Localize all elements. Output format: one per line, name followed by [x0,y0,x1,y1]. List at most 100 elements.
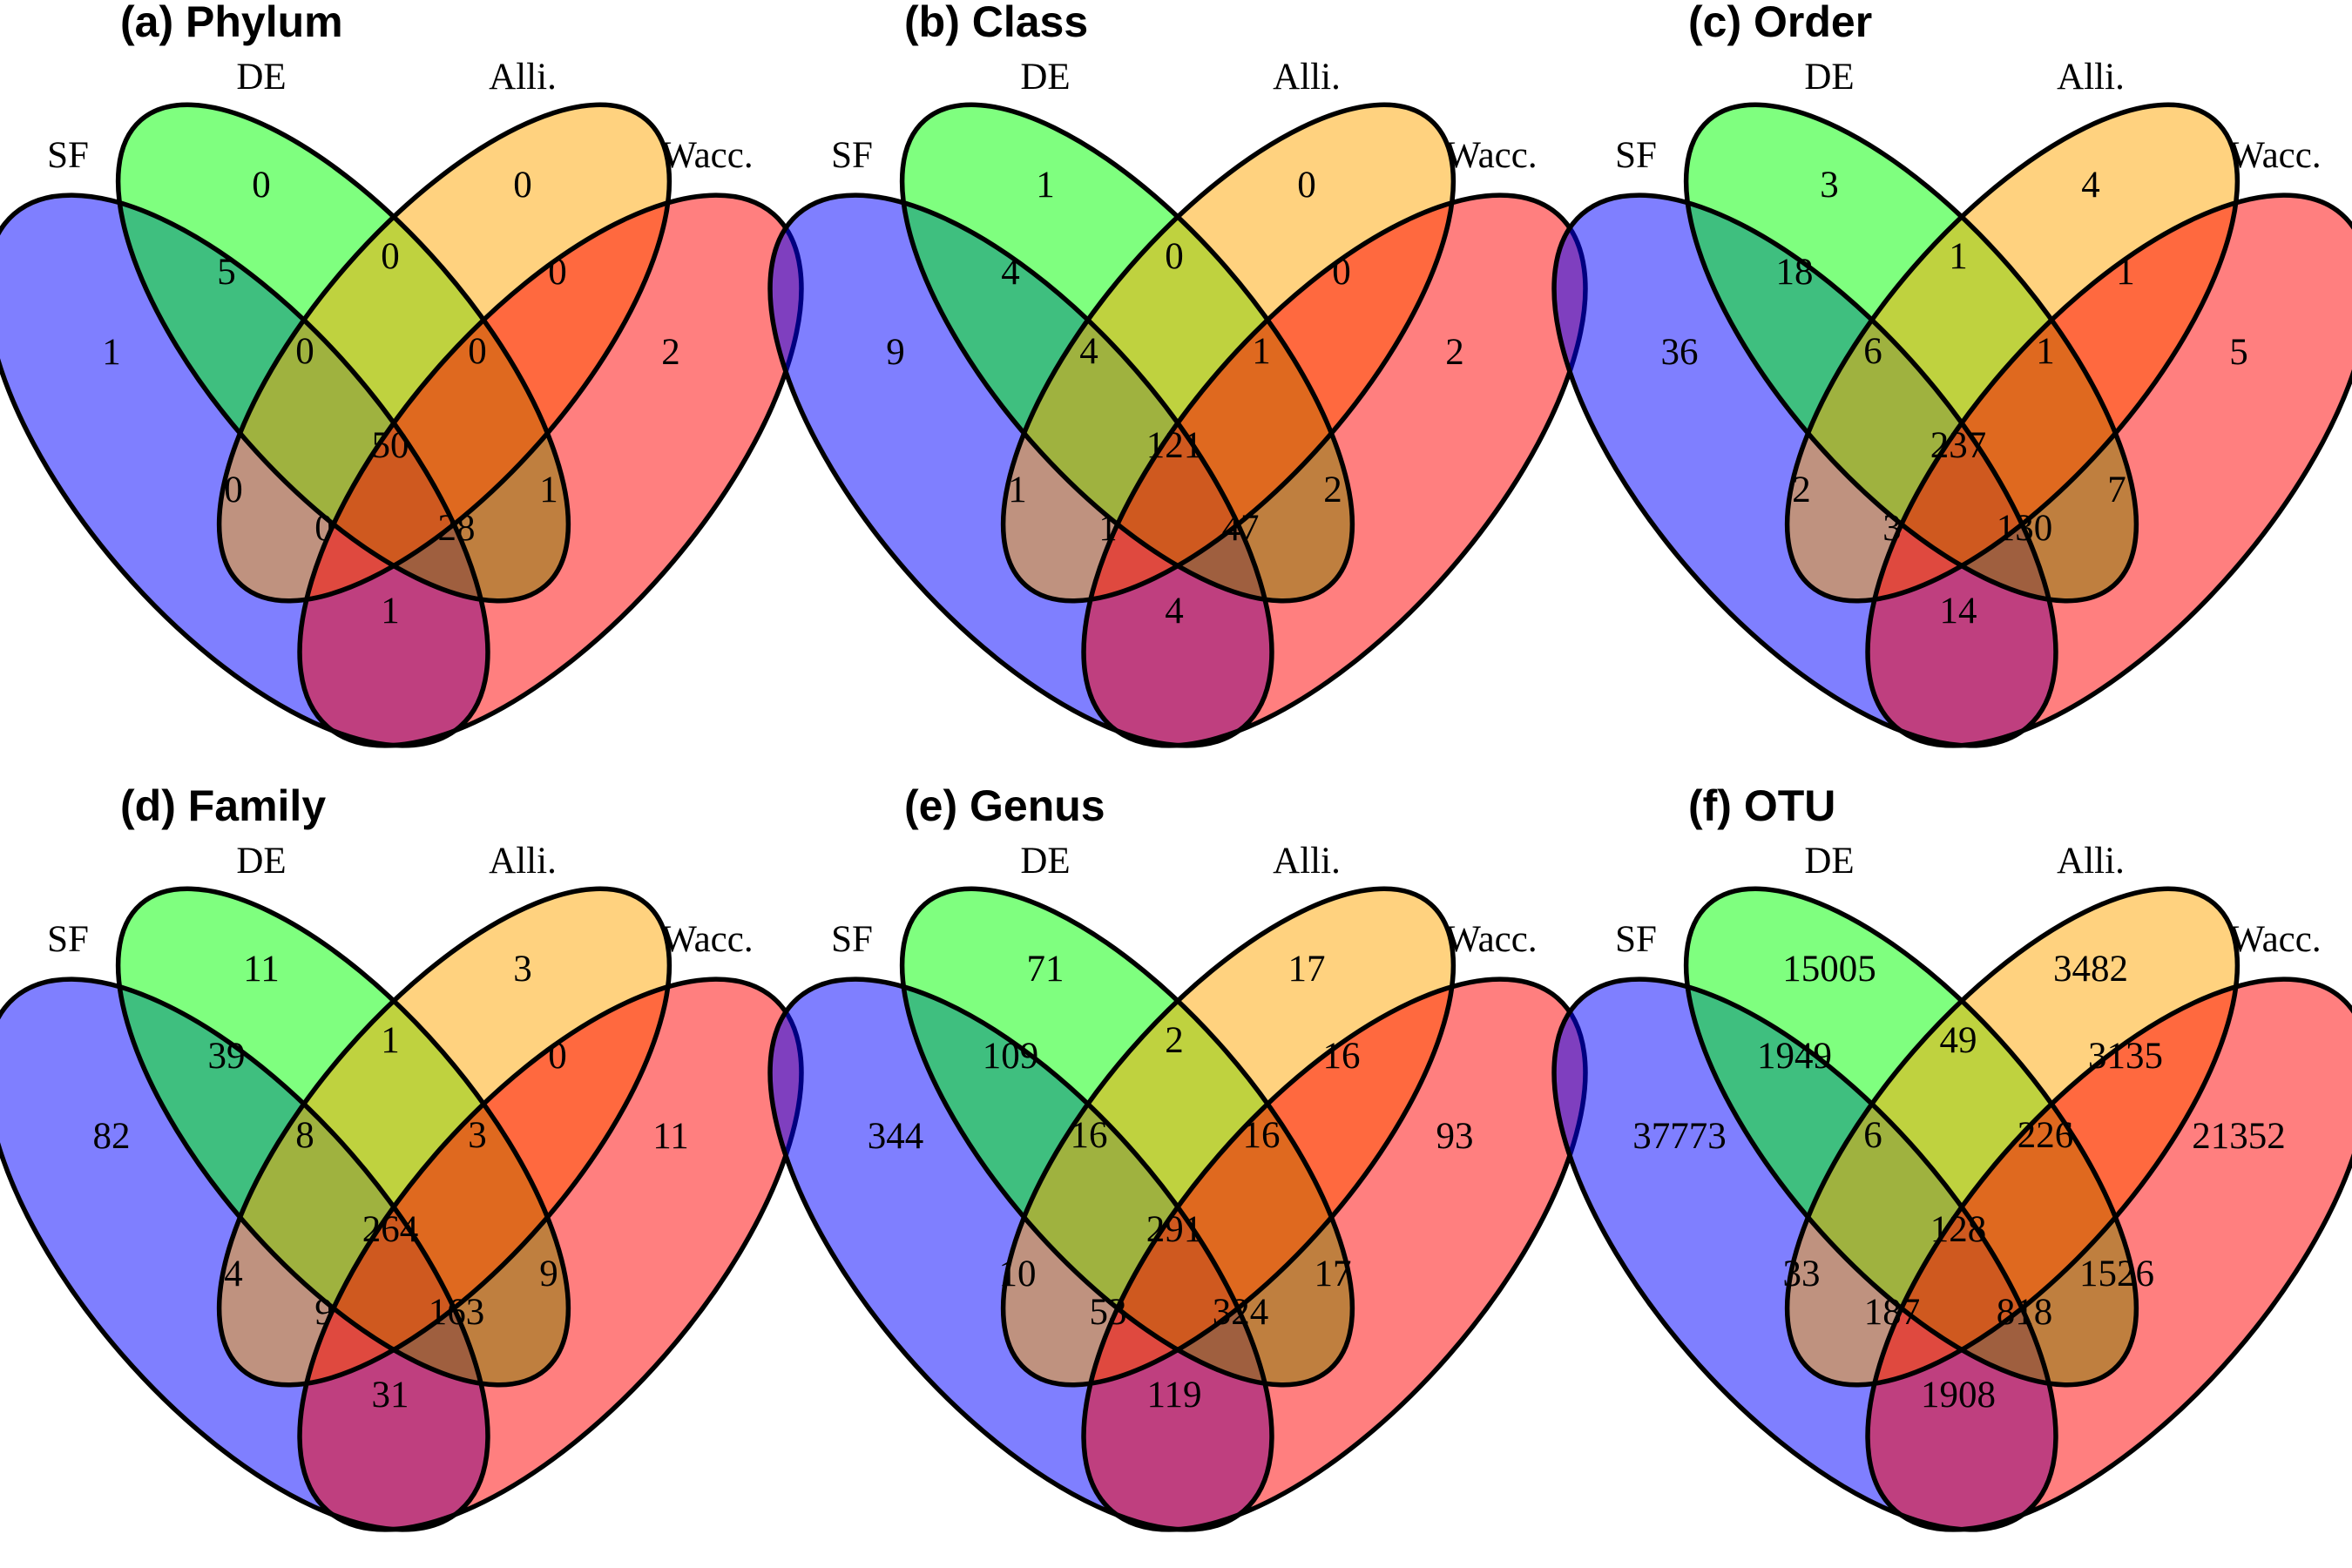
panel-title: (f) OTU [1688,781,1835,830]
count-sf-alli: 4 [224,1254,243,1294]
set-label-wacc: Wacc. [661,135,753,176]
count-sf-wacc: 14 [1940,591,1977,632]
count-de-wacc: 1 [539,470,558,510]
count-sf-alli-wacc: 1 [1098,508,1118,549]
set-label-sf: SF [47,135,89,176]
set-de-outline [899,886,1355,1388]
venn-panel-6: (f) OTU SF DE Alli. Wacc. 37773 15005 3482 21352… [1551,781,2352,1532]
set-wacc-outline [297,977,804,1532]
set-label-wacc: Wacc. [2229,135,2321,176]
count-sf-only: 36 [1661,332,1699,373]
set-label-sf: SF [1615,919,1657,960]
count-sf-de: 4 [1001,252,1020,293]
set-de-outline [115,102,571,604]
set-de-outline [1683,102,2139,604]
set-label-wacc: Wacc. [661,919,753,960]
count-de-alli-wacc: 0 [468,331,487,372]
count-alli-only: 4 [2081,165,2100,206]
count-de-only: 3 [1820,165,1839,206]
count-sf-de-alli: 6 [1863,331,1882,372]
set-wacc-fill [1868,979,2352,1530]
set-wacc-outline [1865,977,2352,1532]
count-sf-only: 344 [868,1116,924,1157]
set-alli-fill [1787,889,2238,1385]
count-de-alli: 49 [1940,1020,1977,1061]
set-wacc-fill [1868,195,2352,746]
set-label-de: DE [1020,841,1070,882]
panel-title: (d) Family [120,781,326,830]
count-sf-alli-wacc: 187 [1864,1292,1921,1333]
count-sf-de-wacc: 130 [1997,508,2053,549]
count-sf-only: 1 [102,332,121,373]
count-sf-only: 82 [93,1116,131,1157]
count-wacc-only: 21352 [2192,1116,2286,1157]
set-de-outline [115,886,571,1388]
set-wacc-fill [300,195,801,746]
set-label-sf: SF [47,919,89,960]
count-de-wacc: 2 [1323,470,1342,510]
count-alli-only: 3482 [2053,949,2128,990]
venn-panel-5: (e) Genus SF DE Alli. Wacc. 344 71 17 93 109 2 16 10… [767,781,1588,1532]
count-sf-alli-wacc: 53 [1090,1292,1127,1333]
count-sf-de: 1949 [1757,1036,1832,1077]
set-wacc-fill [300,979,801,1530]
count-de-wacc: 1526 [2079,1254,2154,1294]
set-label-alli: Alli. [1273,841,1341,882]
count-de-wacc: 9 [539,1254,558,1294]
venn-panel-2: (b) Class SF DE Alli. Wacc. 9 1 0 2 4 0 0 1 2 4 1 121 1 47… [767,0,1588,748]
count-alli-wacc: 0 [548,252,567,293]
set-label-alli: Alli. [489,841,557,882]
count-sf-alli: 1 [1008,470,1027,510]
count-alli-only: 0 [513,165,532,206]
venn-panel-4: (d) Family SF DE Alli. Wacc. 82 11 3 11 39 1 0 4 9 8 3 2… [0,781,804,1532]
count-all: 264 [362,1209,419,1250]
count-de-alli-wacc: 1 [1252,331,1271,372]
count-de-only: 71 [1027,949,1064,990]
panel-title: (e) Genus [904,781,1105,830]
count-sf-alli: 0 [224,470,243,510]
set-alli-outline [216,102,672,604]
set-de-outline [1683,886,2139,1388]
count-sf-only: 37773 [1632,1116,1727,1157]
count-alli-wacc: 0 [1332,252,1351,293]
panel-title: (a) Phylum [120,0,343,46]
set-label-sf: SF [831,135,873,176]
set-alli-fill [1003,105,1454,601]
set-alli-fill [1787,105,2238,601]
count-wacc-only: 2 [1445,332,1464,373]
set-label-sf: SF [1615,135,1657,176]
count-de-wacc: 7 [2107,470,2126,510]
count-alli-only: 0 [1297,165,1316,206]
set-wacc-outline [1081,977,1588,1532]
count-sf-alli: 33 [1783,1254,1821,1294]
set-de-outline [899,102,1355,604]
count-sf-de-alli: 0 [295,331,314,372]
count-sf-de-wacc: 818 [1997,1292,2053,1333]
count-de-alli-wacc: 226 [2017,1115,2074,1156]
count-de-only: 11 [243,949,279,990]
set-label-alli: Alli. [1273,57,1341,98]
set-alli-fill [219,105,670,601]
count-all: 128 [1930,1209,1987,1250]
count-sf-de-alli: 16 [1071,1115,1108,1156]
panel-title: (c) Order [1688,0,1872,46]
count-sf-only: 9 [886,332,905,373]
count-de-alli-wacc: 3 [468,1115,487,1156]
set-alli-outline [1000,886,1456,1388]
count-de-wacc: 17 [1315,1254,1352,1294]
count-wacc-only: 11 [652,1116,688,1157]
count-sf-de-alli: 8 [295,1115,314,1156]
set-wacc-outline [297,193,804,748]
count-de-only: 1 [1036,165,1055,206]
count-de-only: 15005 [1782,949,1876,990]
count-sf-alli: 2 [1792,470,1811,510]
count-sf-de-wacc: 163 [429,1292,485,1333]
count-alli-wacc: 1 [2116,252,2135,293]
count-wacc-only: 2 [661,332,680,373]
count-de-alli-wacc: 1 [2036,331,2055,372]
count-sf-de-alli: 4 [1079,331,1098,372]
set-alli-outline [1784,886,2240,1388]
panel-title: (b) Class [904,0,1088,46]
count-de-alli: 2 [1165,1020,1184,1061]
